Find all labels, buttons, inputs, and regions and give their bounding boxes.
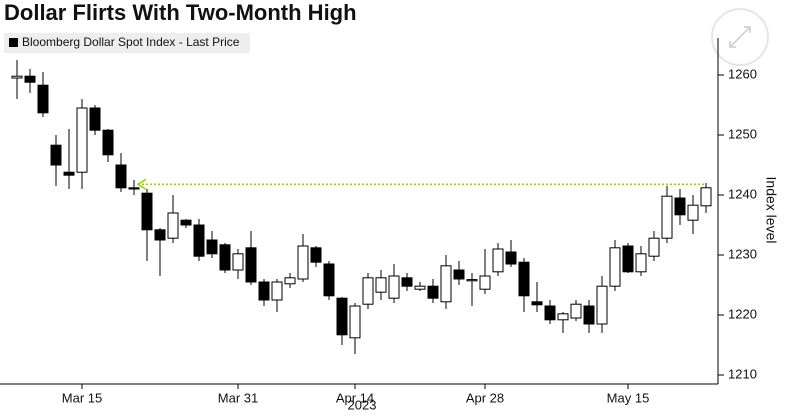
x-tick-label: May 15 bbox=[607, 390, 650, 405]
y-tick-label: 1240 bbox=[728, 186, 757, 201]
y-tick-label: 1250 bbox=[728, 126, 757, 141]
candle-body bbox=[414, 285, 426, 290]
x-tick-label: Mar 31 bbox=[218, 390, 258, 405]
x-tick-label: Mar 15 bbox=[62, 390, 102, 405]
candle-body bbox=[544, 305, 556, 321]
candle-body bbox=[89, 107, 101, 131]
candle-body bbox=[687, 204, 699, 221]
candle-body bbox=[154, 229, 166, 241]
candle-body bbox=[648, 237, 660, 257]
candle-body bbox=[141, 192, 153, 231]
candle-body bbox=[128, 187, 140, 190]
candle-body bbox=[76, 107, 88, 173]
candle-body bbox=[388, 275, 400, 299]
expand-icon[interactable] bbox=[711, 8, 769, 66]
candle-body bbox=[466, 279, 478, 282]
candle-body bbox=[505, 251, 517, 265]
expand-arrows bbox=[729, 26, 751, 48]
candle-body bbox=[271, 281, 283, 301]
candle-body bbox=[63, 171, 75, 176]
candle-body bbox=[167, 212, 179, 239]
candle-body bbox=[323, 263, 335, 297]
candle-body bbox=[700, 187, 712, 207]
candle-body bbox=[453, 269, 465, 280]
candle-body bbox=[349, 305, 361, 339]
candle-body bbox=[557, 313, 569, 321]
candle-body bbox=[102, 129, 114, 156]
candle-body bbox=[336, 297, 348, 336]
y-tick-label: 1230 bbox=[728, 246, 757, 261]
candle-body bbox=[193, 224, 205, 257]
candle-body bbox=[11, 75, 23, 79]
candle-body bbox=[362, 277, 374, 305]
y-tick-label: 1220 bbox=[728, 306, 757, 321]
legend-swatch bbox=[9, 38, 18, 47]
candle-body bbox=[206, 239, 218, 255]
candle-body bbox=[180, 219, 192, 226]
candle-body bbox=[232, 253, 244, 271]
candle-body bbox=[375, 277, 387, 293]
candle-body bbox=[258, 281, 270, 301]
candle-body bbox=[219, 244, 231, 271]
y-tick-label: 1210 bbox=[728, 366, 757, 381]
legend-label: Bloomberg Dollar Spot Index - Last Price bbox=[22, 35, 240, 49]
candle-body bbox=[531, 301, 543, 306]
chart-title: Dollar Flirts With Two-Month High bbox=[4, 0, 357, 25]
candle-body bbox=[661, 195, 673, 239]
candle-body bbox=[622, 245, 634, 273]
candle-body bbox=[50, 144, 62, 166]
candle-body bbox=[115, 164, 127, 189]
candle-body bbox=[609, 247, 621, 287]
candle-body bbox=[674, 197, 686, 216]
candle-body bbox=[427, 285, 439, 299]
legend-box bbox=[4, 33, 250, 53]
x-sublabel: 2023 bbox=[348, 397, 377, 412]
candle-body bbox=[297, 245, 309, 280]
candle-body bbox=[310, 247, 322, 263]
candle-body bbox=[492, 248, 504, 273]
candle-body bbox=[37, 84, 49, 114]
candle-body bbox=[596, 285, 608, 325]
y-axis-title: Index level bbox=[763, 177, 779, 244]
x-tick-label: Apr 14 bbox=[336, 390, 374, 405]
x-tick-label: Apr 28 bbox=[466, 390, 504, 405]
candle-body bbox=[583, 305, 595, 325]
candle-body bbox=[440, 265, 452, 303]
candle-body bbox=[245, 247, 257, 283]
candle-body bbox=[635, 253, 647, 273]
candle-body bbox=[518, 261, 530, 297]
candle-body bbox=[479, 275, 491, 290]
reference-arrow bbox=[136, 178, 147, 190]
candle-body bbox=[401, 277, 413, 287]
candle-body bbox=[284, 277, 296, 285]
candle-body bbox=[570, 303, 582, 319]
candle-body bbox=[24, 75, 36, 83]
y-tick-label: 1260 bbox=[728, 66, 757, 81]
